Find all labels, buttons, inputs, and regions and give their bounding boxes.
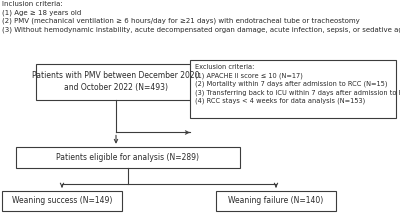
Text: Patients with PMV between December 2020
and October 2022 (N=493): Patients with PMV between December 2020 … — [32, 71, 200, 92]
Text: Patients eligible for analysis (N=289): Patients eligible for analysis (N=289) — [56, 153, 200, 162]
Bar — [36, 64, 196, 100]
Text: Weaning success (N=149): Weaning success (N=149) — [12, 196, 112, 205]
Text: Exclusion criteria:
(1) APACHE II score ≤ 10 (N=17)
(2) Mortality within 7 days : Exclusion criteria: (1) APACHE II score … — [195, 64, 400, 104]
Text: Inclusion criteria:
(1) Age ≥ 18 years old
(2) PMV (mechanical ventilation ≥ 6 h: Inclusion criteria: (1) Age ≥ 18 years o… — [2, 1, 400, 33]
Bar — [2, 191, 122, 211]
Bar — [190, 60, 396, 118]
Bar — [216, 191, 336, 211]
Text: Weaning failure (N=140): Weaning failure (N=140) — [228, 196, 324, 205]
Bar — [16, 147, 240, 168]
